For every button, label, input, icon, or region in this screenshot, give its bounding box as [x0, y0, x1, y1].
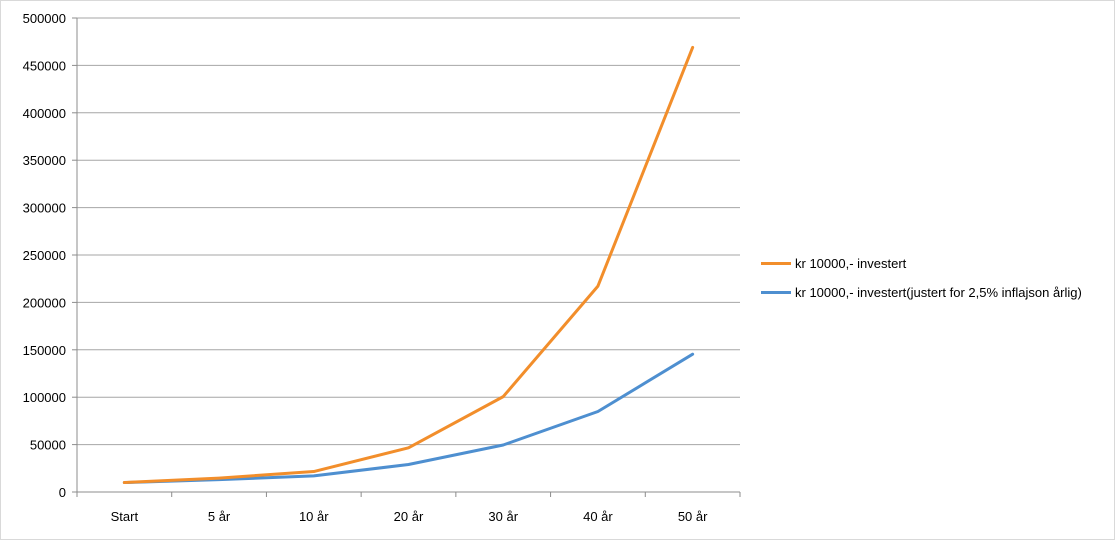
x-tick-label: 10 år — [299, 509, 329, 524]
y-tick-label: 50000 — [30, 438, 66, 453]
x-tick-label: 40 år — [583, 509, 613, 524]
y-tick-label: 250000 — [23, 248, 66, 263]
y-tick-label: 100000 — [23, 390, 66, 405]
y-tick-label: 350000 — [23, 153, 66, 168]
x-tick-label: 30 år — [488, 509, 518, 524]
y-tick-label: 400000 — [23, 106, 66, 121]
x-tick-label: Start — [111, 509, 139, 524]
x-tick-label: 20 år — [394, 509, 424, 524]
legend-label-series-1: kr 10000,- investert(justert for 2,5% in… — [795, 285, 1082, 300]
x-tick-label: 5 år — [208, 509, 231, 524]
legend-label-series-0: kr 10000,- investert — [795, 256, 907, 271]
y-tick-label: 0 — [59, 485, 66, 500]
series-line-0 — [122, 45, 695, 485]
legend: kr 10000,- investert kr 10000,- invester… — [761, 249, 1082, 307]
y-tick-label: 200000 — [23, 295, 66, 310]
series-line-1 — [122, 352, 695, 485]
legend-swatch-series-0 — [761, 262, 791, 265]
x-tick-label: 50 år — [678, 509, 708, 524]
legend-item: kr 10000,- investert — [761, 249, 1082, 278]
y-tick-label: 450000 — [23, 58, 66, 73]
y-tick-label: 300000 — [23, 201, 66, 216]
y-tick-label: 500000 — [23, 11, 66, 26]
y-tick-label: 150000 — [23, 343, 66, 358]
legend-swatch-series-1 — [761, 291, 791, 294]
legend-item: kr 10000,- investert(justert for 2,5% in… — [761, 278, 1082, 307]
